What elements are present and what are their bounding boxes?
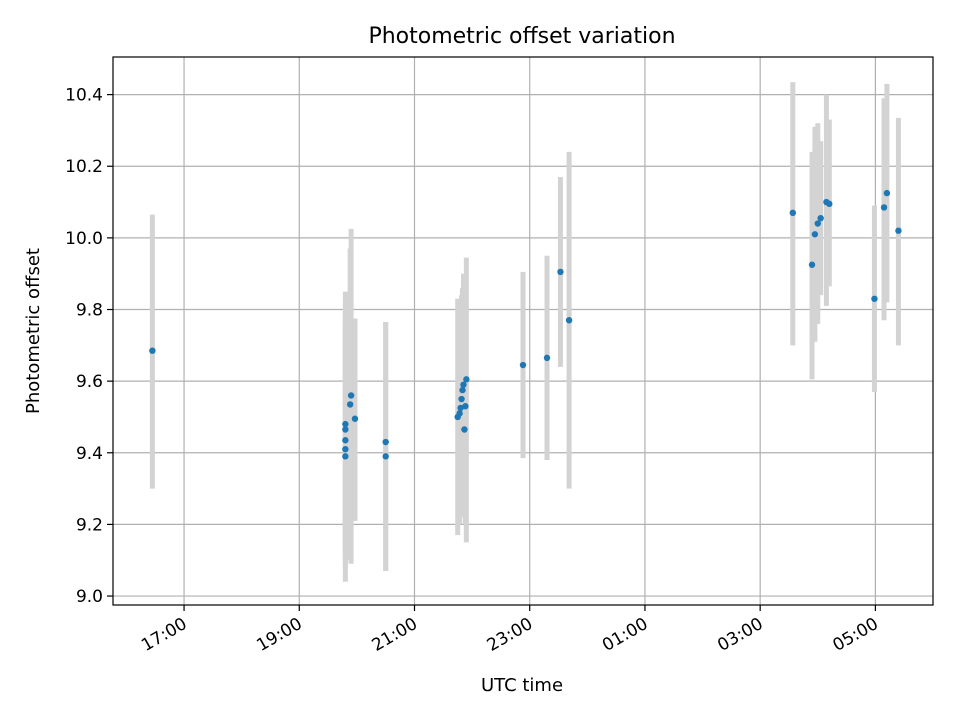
y-tick-label: 9.4 [76,444,103,464]
data-point [382,438,389,446]
data-point [519,361,527,369]
data-point [351,415,359,422]
x-tick-label: 01:00 [599,614,651,656]
y-tick-label: 9.0 [76,587,103,607]
data-point [808,261,816,268]
data-point [342,453,349,460]
data-point [565,317,573,324]
data-point [460,381,467,388]
data-point [456,410,463,417]
data-point [459,386,466,394]
data-point [557,268,564,276]
data-point [382,453,389,460]
data-points [149,189,902,460]
data-point [463,376,470,383]
x-tick-label: 21:00 [369,614,421,656]
data-point [543,354,551,362]
data-point [457,404,464,412]
data-point [458,395,465,403]
data-point [342,437,349,444]
data-point [814,220,821,227]
y-axis-label: Photometric offset [23,248,44,414]
x-tick-label: 03:00 [714,614,766,656]
x-tick-label: 05:00 [829,614,881,656]
data-point [811,231,819,238]
y-tick-label: 10.0 [65,229,103,249]
chart-title: Photometric offset variation [368,24,675,49]
x-axis-label: UTC time [481,675,563,696]
plot-frame [112,56,934,606]
data-point [883,189,891,197]
data-point [342,420,349,428]
data-point [871,295,878,302]
error-bars [149,82,901,582]
y-axis-ticks: 9.0 9.2 9.4 9.6 9.8 10.0 10.2 10.4 [65,86,113,607]
y-tick-label: 9.2 [76,515,103,535]
data-point [895,227,902,234]
data-point [342,445,349,453]
y-tick-label: 10.2 [65,157,103,177]
data-point [789,209,797,217]
data-point [826,200,833,208]
data-point [461,426,468,433]
x-axis-ticks: 17:00 19:00 21:00 23:00 01:00 03:00 05:00 [138,605,882,656]
data-point [346,401,354,408]
data-point [817,214,824,222]
data-point [347,392,355,399]
y-tick-label: 9.8 [76,301,103,321]
x-tick-label: 23:00 [484,614,536,656]
y-tick-label: 10.4 [65,86,103,106]
x-tick-label: 19:00 [253,614,305,656]
data-point [149,347,156,354]
y-tick-label: 9.6 [76,372,103,392]
x-tick-label: 17:00 [138,614,190,656]
data-point [342,426,349,433]
data-point [880,204,888,211]
grid [113,57,933,605]
data-point [462,403,469,410]
